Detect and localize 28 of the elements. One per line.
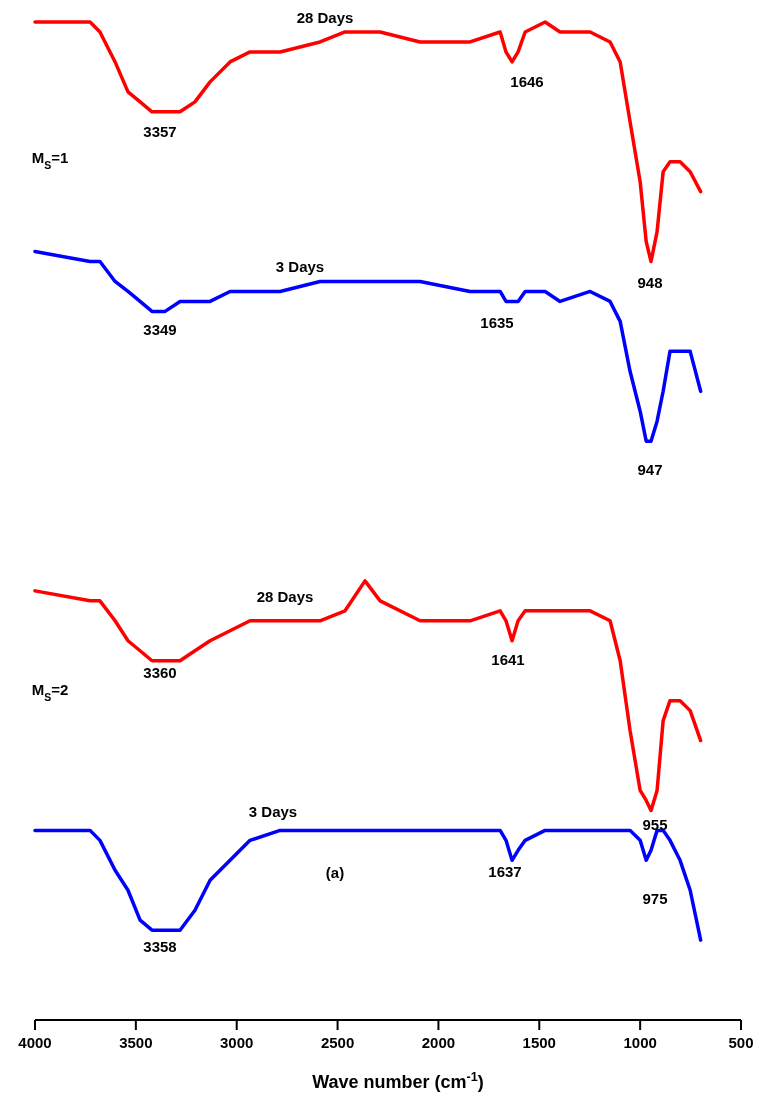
annotation: (a) [325,864,345,881]
annotation: 975 [642,890,668,907]
annotation: 1635 [480,314,514,331]
x-tick-label: 2500 [320,1034,355,1051]
annotation: M$_{S}$=2 [31,681,69,703]
annotation: 948 [637,274,663,291]
x-tick-label: 1500 [522,1034,556,1051]
annotation: 3357 [143,123,177,140]
annotation: 955 [642,816,668,833]
annotation: 3349 [143,321,177,338]
annotation: 947 [637,461,663,478]
annotation: 1641 [491,651,525,668]
annotation: 1637 [488,863,522,880]
x-tick-label: 3000 [220,1034,254,1051]
annotation: 1646 [510,73,544,90]
annotation: 28 Days [256,588,314,605]
annotation: 3 Days [248,803,298,820]
annotation: 3360 [143,664,177,681]
x-tick-label: 4000 [18,1034,52,1051]
x-axis-title: Wave number (cm$^{-1}$) [312,1070,484,1092]
x-tick-label: 500 [728,1034,754,1051]
annotation: 28 Days [296,9,354,26]
x-tick-label: 1000 [623,1034,657,1051]
annotation: 3358 [143,938,177,955]
annotation: M$_{S}$=1 [31,149,69,171]
annotation: 3 Days [275,258,325,275]
x-tick-label: 3500 [119,1034,153,1051]
x-tick-label: 2000 [421,1034,456,1051]
